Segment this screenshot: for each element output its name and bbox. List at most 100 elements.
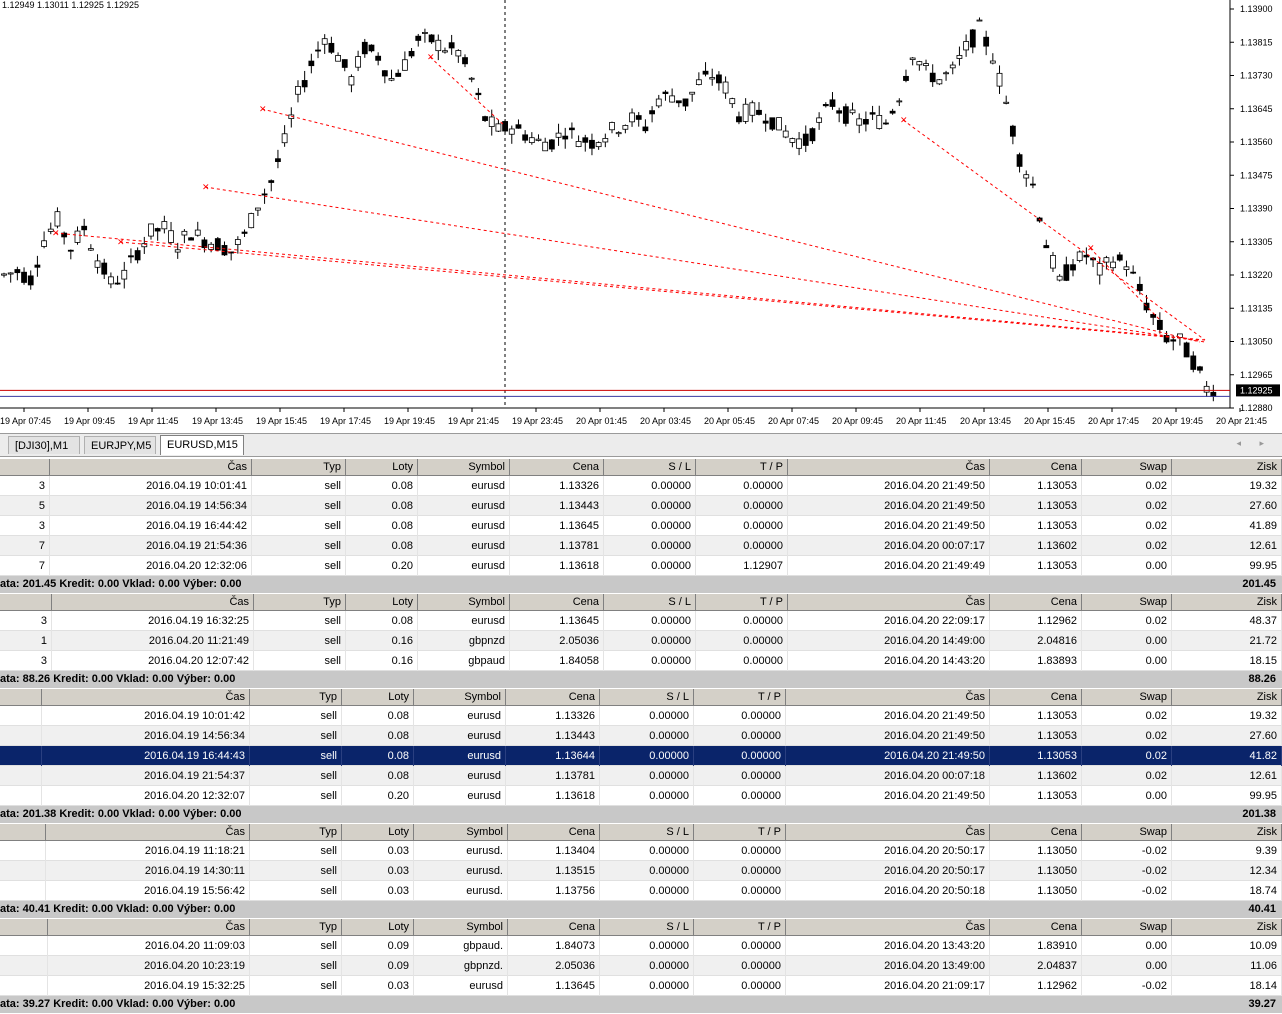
column-header[interactable]: Cena [990,919,1082,936]
table-row[interactable]: 2016.04.20 11:09:03 sell 0.09 gbpaud. 1.8407… [0,936,1282,956]
column-header[interactable]: Swap [1082,594,1172,611]
column-header[interactable]: Cena [990,594,1082,611]
column-header[interactable]: Cena [990,689,1082,706]
table-row[interactable]: 2016.04.20 12:32:07 sell 0.20 eurusd 1.13618… [0,786,1282,806]
table-row[interactable]: 2016.04.19 10:01:42 sell 0.08 eurusd 1.13326… [0,706,1282,726]
column-header[interactable]: Symbol [414,689,506,706]
table-row[interactable]: 2016.04.19 14:30:11 sell 0.03 eurusd. 1.1351… [0,861,1282,881]
table-row[interactable]: 2016.04.19 15:56:42 sell 0.03 eurusd. 1.1375… [0,881,1282,901]
table-row[interactable]: 2016.04.19 15:32:25 sell 0.03 eurusd 1.13645… [0,976,1282,996]
candle-body [54,211,61,227]
column-header[interactable]: T / P [696,594,788,611]
column-header-ticket[interactable] [0,594,52,611]
column-header[interactable]: Cena [990,459,1082,476]
column-header[interactable]: Cena [508,919,600,936]
column-header[interactable]: Cena [508,824,600,841]
table-row[interactable]: 3 2016.04.20 12:07:42 sell 0.16 gbpaud 1.8405… [0,651,1282,671]
column-header[interactable]: Cena [990,824,1082,841]
column-header[interactable]: Symbol [414,919,508,936]
column-header[interactable]: Typ [252,459,346,476]
column-header[interactable]: Symbol [414,824,508,841]
candlestick-chart[interactable]: 1.13900 1.13815 1.13730 1.13645 1.13560 1.134… [0,0,1282,432]
column-header[interactable]: Typ [254,594,346,611]
column-header[interactable]: Loty [346,594,418,611]
column-header[interactable]: S / L [604,459,696,476]
column-header[interactable]: T / P [696,459,788,476]
table-cell: sell [250,786,342,806]
tab-dji30[interactable]: [DJI30],M1 [8,436,80,454]
column-header[interactable]: S / L [600,824,694,841]
table-row[interactable]: 2016.04.19 21:54:37 sell 0.08 eurusd 1.13781… [0,766,1282,786]
table-row[interactable]: 2016.04.19 14:56:34 sell 0.08 eurusd 1.13443… [0,726,1282,746]
table-row[interactable]: 7 2016.04.19 21:54:36 sell 0.08 eurusd 1.1378… [0,536,1282,556]
table-row[interactable]: 2016.04.19 16:44:43 sell 0.08 eurusd 1.13644… [0,746,1282,766]
column-header-ticket[interactable] [0,919,48,936]
column-header[interactable]: Čas [42,689,250,706]
column-header[interactable]: Swap [1082,459,1172,476]
column-header[interactable]: S / L [604,594,696,611]
time-label: 20 Apr 03:45 [640,416,691,426]
column-header[interactable]: Swap [1082,824,1172,841]
column-header[interactable]: S / L [600,919,694,936]
column-header[interactable]: Loty [342,919,414,936]
table-row[interactable]: 1 2016.04.20 11:21:49 sell 0.16 gbpnzd 2.0503… [0,631,1282,651]
column-header[interactable]: Swap [1082,689,1172,706]
column-header-ticket[interactable] [0,824,46,841]
column-header[interactable]: Čas [46,824,250,841]
column-header[interactable]: S / L [600,689,694,706]
candle-body [635,115,642,120]
table-cell: 99.95 [1172,556,1282,576]
column-header[interactable]: T / P [694,919,786,936]
table-cell: 1.84073 [508,936,600,956]
column-header[interactable]: Zisk [1172,594,1282,611]
column-header[interactable]: Zisk [1172,919,1282,936]
table-cell: 0.00000 [604,536,696,556]
table-cell: gbpnzd. [414,956,508,976]
price-chart[interactable]: 1.13900 1.13815 1.13730 1.13645 1.13560 1.134… [0,0,1282,432]
column-header-ticket[interactable] [0,459,50,476]
table-cell: 2016.04.20 21:49:50 [788,516,990,536]
column-header[interactable]: Čas [50,459,252,476]
table-row[interactable]: 2016.04.20 10:23:19 sell 0.09 gbpnzd. 2.0503… [0,956,1282,976]
column-header[interactable]: Čas [786,919,990,936]
column-header[interactable]: Čas [48,919,250,936]
column-header[interactable]: Cena [510,594,604,611]
column-header[interactable]: Čas [786,689,990,706]
table-row[interactable]: 7 2016.04.20 12:32:06 sell 0.20 eurusd 1.1361… [0,556,1282,576]
tab-eurusd[interactable]: EURUSD,M15 [160,435,244,455]
column-header[interactable]: Zisk [1172,824,1282,841]
tab-eurjpy[interactable]: EURJPY,M5 [84,436,156,454]
table-row[interactable]: 3 2016.04.19 16:32:25 sell 0.08 eurusd 1.1364… [0,611,1282,631]
column-header[interactable]: Zisk [1172,459,1282,476]
column-header-ticket[interactable] [0,689,42,706]
column-header[interactable]: Typ [250,824,342,841]
candle-body [983,36,990,47]
summary-label: ata: 39.27 Kredit: 0.00 Vklad: 0.00 Výbe… [0,998,236,1010]
column-header[interactable]: Cena [510,459,604,476]
table-cell: 0.00000 [600,766,694,786]
column-header[interactable]: Symbol [418,594,510,611]
column-header[interactable]: T / P [694,689,786,706]
table-row[interactable]: 3 2016.04.19 10:01:41 sell 0.08 eurusd 1.1332… [0,476,1282,496]
column-header[interactable]: Loty [342,689,414,706]
table-row[interactable]: 3 2016.04.19 16:44:42 sell 0.08 eurusd 1.1364… [0,516,1282,536]
candle-body [114,282,121,285]
column-header[interactable]: T / P [694,824,786,841]
column-header[interactable]: Typ [250,919,342,936]
candle-body [1016,154,1023,167]
column-header[interactable]: Loty [342,824,414,841]
table-row[interactable]: 2016.04.19 11:18:21 sell 0.03 eurusd. 1.1340… [0,841,1282,861]
column-header[interactable]: Symbol [418,459,510,476]
column-header[interactable]: Čas [786,824,990,841]
table-row[interactable]: 5 2016.04.19 14:56:34 sell 0.08 eurusd 1.1344… [0,496,1282,516]
column-header[interactable]: Čas [788,459,990,476]
column-header[interactable]: Čas [52,594,254,611]
column-header[interactable]: Typ [250,689,342,706]
column-header[interactable]: Cena [506,689,600,706]
tab-scroll-arrows-icon[interactable]: ◂ ▸ [1236,438,1272,448]
column-header[interactable]: Zisk [1172,689,1282,706]
column-header[interactable]: Loty [346,459,418,476]
column-header[interactable]: Swap [1082,919,1172,936]
column-header[interactable]: Čas [788,594,990,611]
candle-body [802,133,809,146]
